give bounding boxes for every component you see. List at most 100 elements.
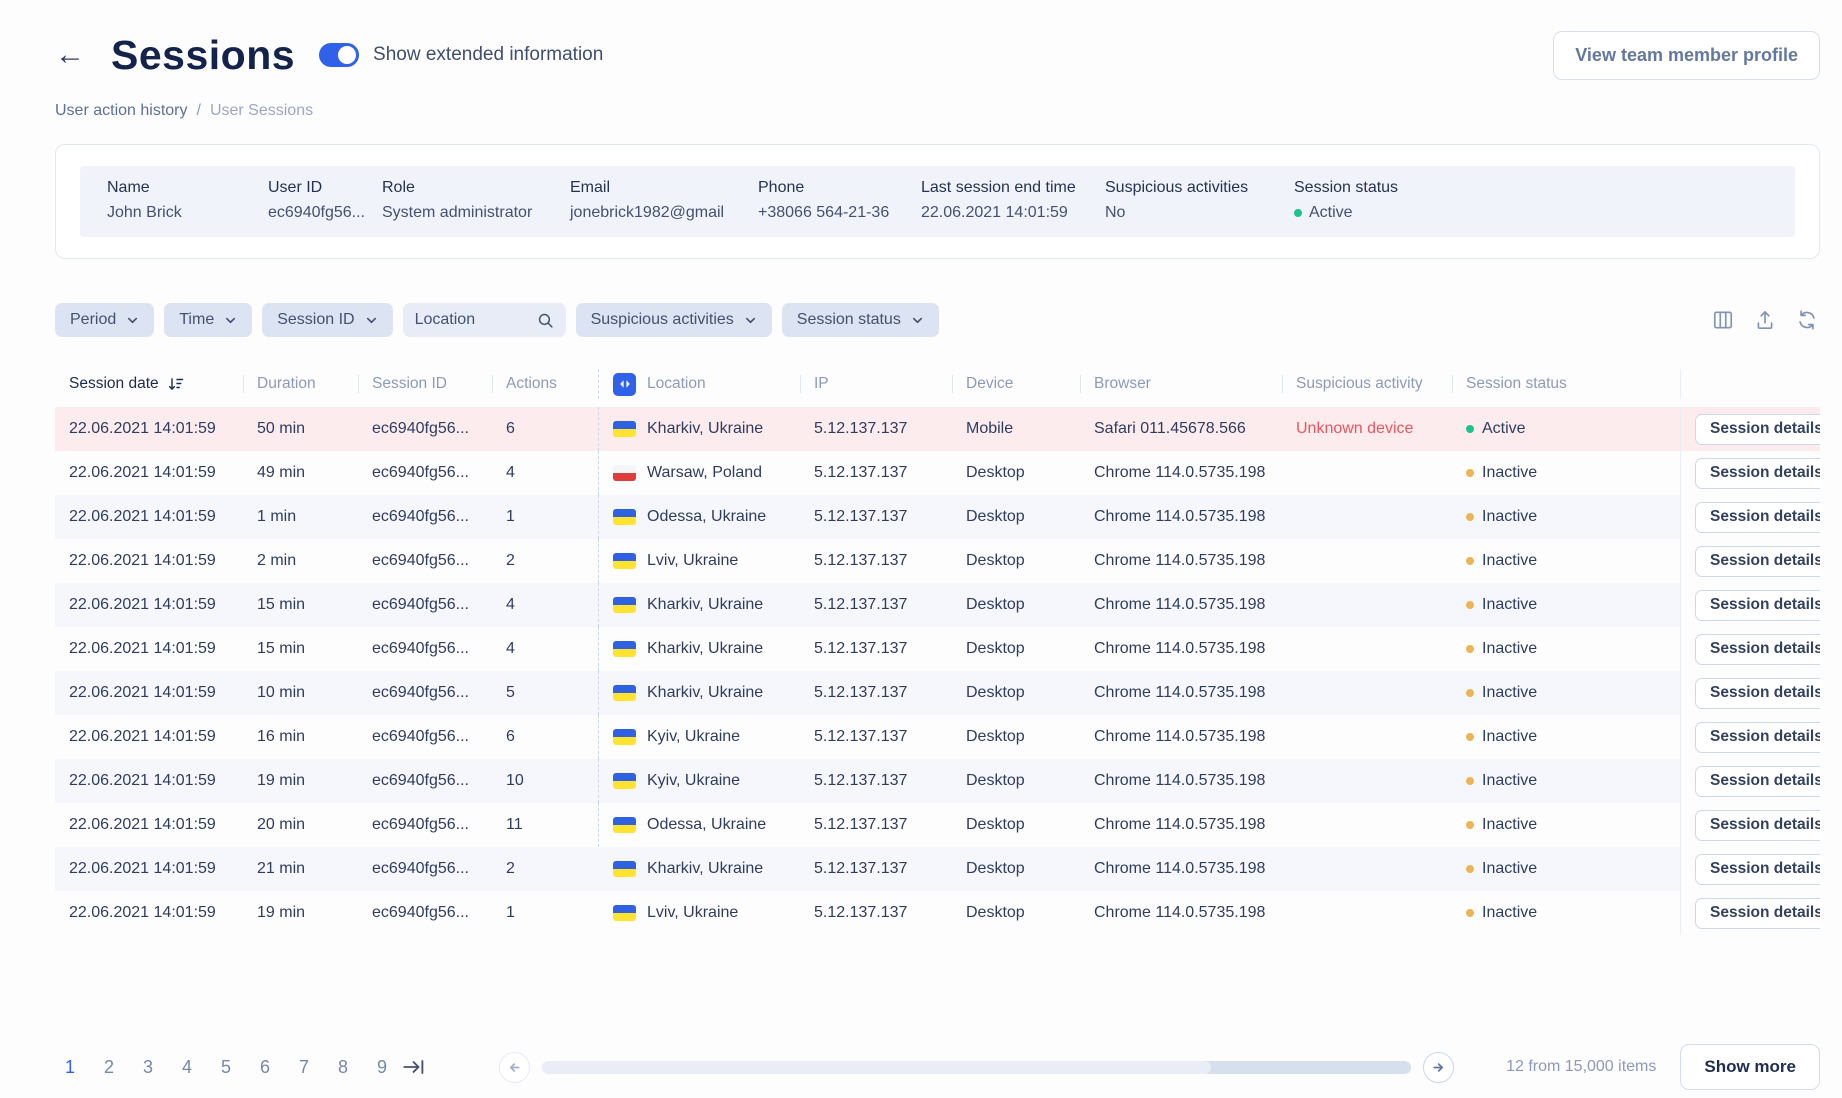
location-cell: Warsaw, Poland [598, 451, 800, 495]
country-flag-icon [613, 509, 636, 525]
session-details-button[interactable]: Session details [1695, 678, 1820, 709]
session-date-cell: 22.06.2021 14:01:59 [55, 583, 243, 627]
filter-time[interactable]: Time [164, 303, 252, 337]
status-dot-icon [1466, 909, 1474, 917]
actions-count-cell: 4 [492, 583, 598, 627]
field-value: +38066 564-21-36 [758, 204, 921, 222]
field-value: No [1105, 204, 1294, 222]
chevron-down-icon [744, 314, 757, 327]
suspicious-activity-cell [1282, 583, 1452, 627]
actions-count-cell: 11 [492, 803, 598, 847]
last-page-icon[interactable] [401, 1056, 425, 1078]
session-details-button[interactable]: Session details [1695, 590, 1820, 621]
table-row: 22.06.2021 14:01:5919 minec6940fg56...10… [55, 759, 1820, 803]
scrollbar-track[interactable] [542, 1061, 1411, 1074]
breadcrumb-parent-link[interactable]: User action history [55, 102, 188, 120]
user-field-phone: Phone+38066 564-21-36 [758, 179, 921, 222]
export-icon[interactable] [1752, 307, 1778, 333]
session-status-cell: Inactive [1452, 891, 1680, 935]
status-dot-icon [1466, 425, 1474, 433]
breadcrumb: User action history / User Sessions [55, 102, 1820, 120]
session-details-button[interactable]: Session details [1695, 502, 1820, 533]
session-status-cell: Inactive [1452, 583, 1680, 627]
session-status-cell: Inactive [1452, 715, 1680, 759]
filter-bar: Period Time Session ID Suspicious activitie… [55, 303, 1820, 337]
user-field-last-session-end-time: Last session end time22.06.2021 14:01:59 [921, 179, 1105, 222]
column-drag-handle-icon[interactable] [613, 373, 636, 396]
field-label: Role [382, 179, 570, 197]
page-button-9[interactable]: 9 [367, 1052, 397, 1082]
filter-session-id[interactable]: Session ID [262, 303, 392, 337]
session-details-button[interactable]: Session details [1695, 810, 1820, 841]
session-details-button[interactable]: Session details [1695, 766, 1820, 797]
filter-session-status[interactable]: Session status [782, 303, 939, 337]
show-more-button[interactable]: Show more [1680, 1044, 1820, 1090]
table-row: 22.06.2021 14:01:5915 minec6940fg56...4K… [55, 583, 1820, 627]
location-label: Lviv, Ukraine [647, 552, 738, 570]
ip-cell: 5.12.137.137 [800, 627, 952, 671]
column-header-session-id: Session ID [358, 369, 492, 399]
session-details-button[interactable]: Session details [1695, 634, 1820, 665]
device-cell: Desktop [952, 891, 1080, 935]
field-label: Suspicious activities [1105, 179, 1294, 197]
session-details-button[interactable]: Session details [1695, 898, 1820, 929]
page-button-4[interactable]: 4 [172, 1052, 202, 1082]
table-toolbar [1710, 307, 1820, 333]
location-label: Kharkiv, Ukraine [647, 860, 763, 878]
browser-cell: Chrome 114.0.5735.198 [1080, 847, 1282, 891]
sessions-page: ← Sessions Show extended information Vie… [0, 28, 1842, 1098]
scroll-left-icon[interactable] [499, 1052, 530, 1083]
page-button-1[interactable]: 1 [55, 1052, 85, 1082]
scroll-right-icon[interactable] [1423, 1052, 1454, 1083]
device-cell: Desktop [952, 539, 1080, 583]
browser-cell: Chrome 114.0.5735.198 [1080, 715, 1282, 759]
browser-cell: Safari 011.45678.566 [1080, 407, 1282, 451]
page-button-8[interactable]: 8 [328, 1052, 358, 1082]
back-button[interactable]: ← [55, 40, 85, 70]
session-details-button[interactable]: Session details [1695, 458, 1820, 489]
device-cell: Desktop [952, 671, 1080, 715]
filter-suspicious-activities[interactable]: Suspicious activities [576, 303, 772, 337]
scrollbar-thumb[interactable] [542, 1061, 1211, 1074]
status-label: Inactive [1482, 684, 1537, 702]
session-id-cell: ec6940fg56... [358, 759, 492, 803]
page-button-3[interactable]: 3 [133, 1052, 163, 1082]
breadcrumb-current: User Sessions [210, 102, 313, 120]
status-dot-icon [1466, 689, 1474, 697]
session-details-button[interactable]: Session details [1695, 414, 1820, 445]
field-value: jonebrick1982@gmail [570, 204, 758, 222]
browser-cell: Chrome 114.0.5735.198 [1080, 803, 1282, 847]
status-dot-icon [1294, 209, 1302, 217]
page-button-5[interactable]: 5 [211, 1052, 241, 1082]
refresh-icon[interactable] [1794, 307, 1820, 333]
suspicious-activity-cell [1282, 627, 1452, 671]
user-info-card: NameJohn BrickUser IDec6940fg56...RoleSy… [55, 144, 1820, 259]
ip-cell: 5.12.137.137 [800, 407, 952, 451]
column-header-session-date[interactable]: Session date [55, 369, 243, 399]
session-date-cell: 22.06.2021 14:01:59 [55, 627, 243, 671]
field-value: John Brick [107, 204, 268, 222]
session-details-button[interactable]: Session details [1695, 854, 1820, 885]
field-label: Session status [1294, 179, 1785, 197]
page-button-6[interactable]: 6 [250, 1052, 280, 1082]
page-button-2[interactable]: 2 [94, 1052, 124, 1082]
session-id-cell: ec6940fg56... [358, 627, 492, 671]
suspicious-activity-cell [1282, 715, 1452, 759]
column-header-ip: IP [800, 369, 952, 399]
browser-cell: Chrome 114.0.5735.198 [1080, 539, 1282, 583]
device-cell: Desktop [952, 759, 1080, 803]
browser-cell: Chrome 114.0.5735.198 [1080, 627, 1282, 671]
location-filter-input[interactable] [415, 311, 525, 329]
duration-cell: 49 min [243, 451, 358, 495]
page-header: ← Sessions Show extended information Vie… [55, 28, 1820, 82]
session-details-button[interactable]: Session details [1695, 546, 1820, 577]
view-team-member-profile-button[interactable]: View team member profile [1553, 31, 1820, 80]
session-details-button[interactable]: Session details [1695, 722, 1820, 753]
page-button-7[interactable]: 7 [289, 1052, 319, 1082]
suspicious-activity-cell [1282, 671, 1452, 715]
extended-info-toggle[interactable] [319, 43, 359, 67]
session-id-cell: ec6940fg56... [358, 495, 492, 539]
location-cell: Lviv, Ukraine [598, 891, 800, 935]
filter-period[interactable]: Period [55, 303, 154, 337]
columns-settings-icon[interactable] [1710, 307, 1736, 333]
